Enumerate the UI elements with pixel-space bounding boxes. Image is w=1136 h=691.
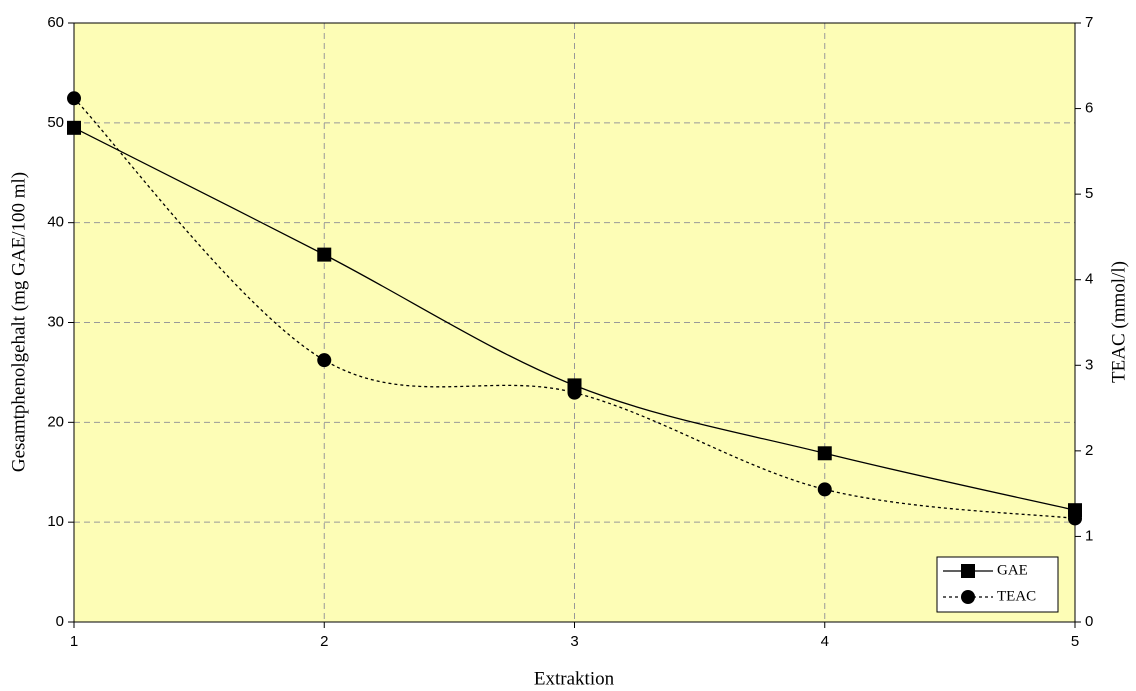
x-axis-title: Extraktion <box>534 668 615 689</box>
marker <box>317 353 332 368</box>
plot-border <box>73 22 1076 623</box>
y2-tick-label: 3 <box>1085 356 1093 373</box>
y2-tick-label: 2 <box>1085 442 1093 459</box>
y-tick-label: 10 <box>47 513 64 530</box>
marker <box>567 385 582 400</box>
y-axis-title: Gesamtphenolgehalt (mg GAE/100 ml) <box>8 172 29 472</box>
y-tick-label: 0 <box>56 613 64 630</box>
legend-label: TEAC <box>997 588 1036 604</box>
x-tick-label: 1 <box>70 633 78 650</box>
legend-label: GAE <box>997 562 1028 578</box>
marker <box>67 120 81 135</box>
y2-tick-label: 5 <box>1085 185 1093 202</box>
marker <box>961 590 975 604</box>
marker <box>67 91 81 106</box>
y2-axis-title: TEAC (mmol/l) <box>1108 261 1129 383</box>
y2-tick-label: 0 <box>1085 613 1093 630</box>
legend-box <box>936 556 1059 613</box>
y-tick-label: 60 <box>47 14 64 31</box>
x-tick-label: 4 <box>821 633 829 650</box>
legend: GAE TEAC <box>936 556 1059 613</box>
x-tick-label: 3 <box>570 633 578 650</box>
marker <box>1068 511 1082 526</box>
y2-tick-label: 7 <box>1085 14 1093 31</box>
marker <box>817 482 832 497</box>
y2-tick-label: 1 <box>1085 527 1093 544</box>
y2-tick-label: 4 <box>1085 271 1093 288</box>
x-tick-label: 5 <box>1071 633 1079 650</box>
y-tick-label: 50 <box>47 114 64 131</box>
marker <box>817 446 832 461</box>
series-line <box>73 97 1076 520</box>
y-tick-label: 30 <box>47 313 64 330</box>
y-tick-label: 20 <box>47 413 64 430</box>
marker <box>961 564 975 578</box>
marker <box>317 247 332 262</box>
y2-tick-label: 6 <box>1085 100 1093 117</box>
x-tick-label: 2 <box>320 633 328 650</box>
y-tick-label: 40 <box>47 214 64 231</box>
